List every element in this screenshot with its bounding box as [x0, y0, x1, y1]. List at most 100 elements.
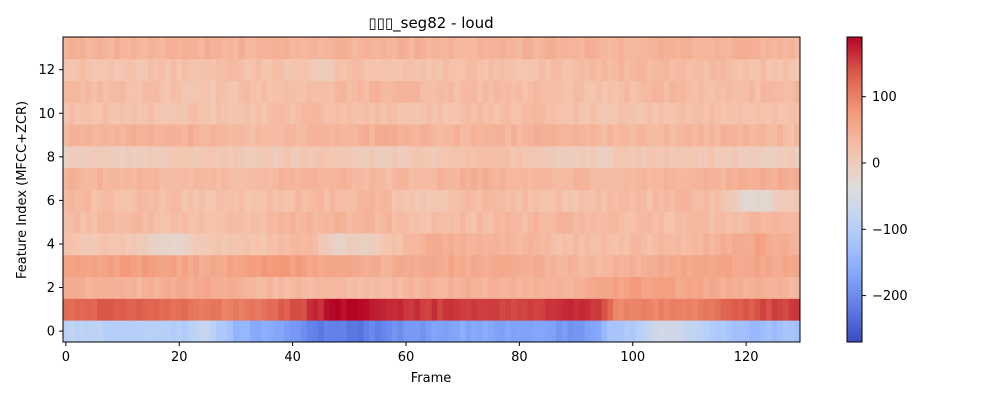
heatmap-cell [471, 233, 478, 256]
heatmap-cell [278, 233, 285, 256]
heatmap-cell [397, 124, 404, 147]
heatmap-cell [301, 167, 308, 190]
heatmap-cell [255, 145, 262, 169]
heatmap-cell [363, 167, 370, 190]
heatmap-cell [794, 189, 801, 212]
heatmap-cell [170, 167, 177, 190]
heatmap-cell [527, 102, 534, 125]
heatmap-cell [731, 320, 739, 343]
y-axis-label: Feature Index (MFCC+ZCR) [15, 101, 30, 279]
heatmap-cell [760, 124, 767, 147]
heatmap-cell [284, 80, 291, 103]
heatmap-cell [391, 167, 398, 190]
heatmap-cell [675, 276, 682, 299]
heatmap-cell [244, 298, 251, 321]
heatmap-cell [408, 320, 415, 343]
heatmap-cell [227, 254, 234, 278]
heatmap-cell [522, 145, 529, 169]
heatmap-cell [142, 124, 149, 147]
heatmap-cell [442, 320, 449, 343]
heatmap-cell [153, 37, 160, 60]
heatmap-cell [437, 254, 444, 278]
heatmap-cell [210, 254, 217, 278]
heatmap-cell [85, 80, 92, 103]
heatmap-cell [380, 298, 387, 321]
heatmap-cell [624, 58, 631, 81]
heatmap-cell [346, 320, 353, 343]
heatmap-cell [346, 58, 353, 81]
heatmap-cell [629, 80, 636, 103]
heatmap-cell [380, 189, 387, 212]
heatmap-cell [335, 276, 342, 299]
heatmap-cell [590, 233, 597, 256]
heatmap-cell [760, 80, 767, 103]
heatmap-cell [210, 102, 217, 125]
heatmap-cell [318, 233, 325, 256]
heatmap-cell [754, 102, 761, 125]
heatmap-cell [397, 102, 404, 125]
heatmap-cell [703, 211, 710, 234]
heatmap-cell [142, 58, 149, 81]
heatmap-cell [578, 80, 585, 103]
heatmap-cell [182, 167, 189, 190]
heatmap-cell [624, 37, 631, 60]
heatmap-cell [680, 320, 688, 343]
heatmap-cell [329, 145, 336, 169]
heatmap-cell [187, 124, 194, 147]
heatmap-cell [233, 233, 240, 256]
heatmap-cell [289, 298, 296, 321]
heatmap-cell [646, 254, 653, 278]
heatmap-cell [289, 211, 296, 234]
heatmap-cell [301, 320, 308, 343]
heatmap-cell [584, 320, 591, 343]
heatmap-cell [352, 189, 359, 212]
heatmap-cell [505, 211, 512, 234]
heatmap-cell [510, 167, 517, 190]
heatmap-cell [227, 58, 234, 81]
heatmap-cell [635, 102, 642, 125]
heatmap-cell [210, 189, 217, 212]
heatmap-cell [720, 167, 727, 190]
heatmap-cell [420, 102, 427, 125]
heatmap-cell [448, 298, 455, 321]
heatmap-cell [272, 102, 279, 125]
heatmap-cell [369, 58, 376, 81]
heatmap-cell [403, 298, 410, 321]
heatmap-cell [68, 124, 75, 147]
plot-frame [62, 36, 801, 343]
heatmap-cell [340, 233, 347, 256]
heatmap-cell [522, 80, 529, 103]
heatmap-cell [216, 145, 223, 169]
heatmap-cell [318, 167, 325, 190]
heatmap-cell [567, 254, 574, 278]
heatmap-cell [97, 298, 104, 321]
heatmap-cell [159, 102, 166, 125]
heatmap-cell [437, 189, 444, 212]
heatmap-cell [97, 145, 104, 169]
heatmap-cell [295, 233, 302, 256]
heatmap-cell [170, 298, 177, 321]
heatmap-cell [629, 298, 636, 321]
heatmap-cell [74, 189, 81, 212]
heatmap-cell [482, 189, 489, 212]
heatmap-cell [527, 233, 534, 256]
heatmap-cell [788, 102, 795, 125]
heatmap-cell [675, 80, 682, 103]
heatmap-cell [471, 254, 478, 278]
heatmap-cell [170, 145, 177, 169]
heatmap-cell [505, 298, 512, 321]
heatmap-cell [578, 124, 585, 147]
heatmap-cell [482, 320, 489, 343]
heatmap-cell [794, 320, 801, 343]
heatmap-cell [238, 102, 245, 125]
heatmap-cell [369, 298, 376, 321]
heatmap-cell [119, 145, 126, 169]
heatmap-cell [437, 145, 444, 169]
heatmap-cell [97, 124, 104, 147]
heatmap-cell [403, 37, 410, 60]
heatmap-cell [369, 80, 376, 103]
heatmap-cell [329, 276, 336, 299]
heatmap-cell [459, 145, 466, 169]
heatmap-cell [488, 167, 495, 190]
heatmap-cell [720, 320, 727, 343]
